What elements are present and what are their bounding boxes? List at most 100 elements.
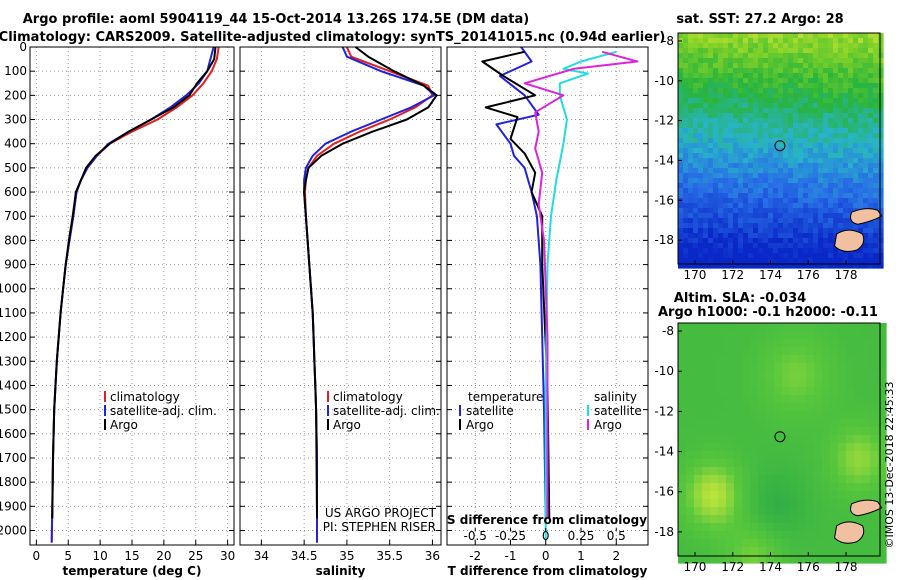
heatmap-cell [758, 228, 764, 234]
heatmap-cell [838, 208, 844, 214]
heatmap-cell [703, 203, 709, 209]
map-x-tick-label: 170 [684, 268, 707, 282]
heatmap-cell [733, 163, 739, 169]
heatmap-cell [858, 93, 864, 99]
heatmap-cell [783, 108, 789, 114]
heatmap-cell [798, 499, 807, 508]
heatmap-cell [808, 78, 814, 84]
heatmap-cell [868, 188, 874, 194]
heatmap-cell [748, 113, 754, 119]
heatmap-cell [678, 253, 684, 259]
heatmap-cell [858, 33, 864, 39]
heatmap-cell [678, 73, 684, 79]
heatmap-cell [723, 78, 729, 84]
heatmap-cell [846, 555, 855, 564]
heatmap-cell [822, 379, 831, 388]
heatmap-cell [742, 387, 751, 396]
heatmap-cell [768, 143, 774, 149]
heatmap-cell [768, 33, 774, 39]
heatmap-cell [803, 123, 809, 129]
heatmap-cell [848, 223, 854, 229]
heatmap-cell [798, 133, 804, 139]
heatmap-cell [738, 63, 744, 69]
heatmap-cell [768, 48, 774, 54]
heatmap-cell [703, 243, 709, 249]
heatmap-cell [788, 123, 794, 129]
heatmap-cell [710, 451, 719, 460]
heatmap-cell [783, 163, 789, 169]
heatmap-cell [718, 198, 724, 204]
heatmap-cell [878, 491, 887, 500]
x-tick-label: -1 [504, 549, 516, 563]
heatmap-cell [873, 173, 879, 179]
heatmap-cell [878, 258, 884, 264]
heatmap-cell [758, 539, 767, 548]
heatmap-cell [710, 459, 719, 468]
heatmap-cell [713, 253, 719, 259]
heatmap-cell [678, 515, 687, 524]
heatmap-cell [798, 238, 804, 244]
heatmap-cell [753, 158, 759, 164]
heatmap-cell [838, 435, 847, 444]
heatmap-cell [743, 123, 749, 129]
heatmap-cell [768, 228, 774, 234]
heatmap-cell [853, 113, 859, 119]
heatmap-cell [753, 63, 759, 69]
heatmap-cell [878, 451, 887, 460]
heatmap-cell [713, 163, 719, 169]
heatmap-cell [873, 188, 879, 194]
heatmap-cell [843, 118, 849, 124]
heatmap-cell [862, 435, 871, 444]
heatmap-cell [710, 523, 719, 532]
heatmap-cell [838, 148, 844, 154]
heatmap-cell [733, 233, 739, 239]
heatmap-cell [738, 33, 744, 39]
heatmap-cell [853, 168, 859, 174]
heatmap-cell [878, 427, 887, 436]
heatmap-cell [738, 198, 744, 204]
heatmap-cell [833, 188, 839, 194]
heatmap-cell [738, 213, 744, 219]
heatmap-cell [718, 507, 727, 516]
heatmap-cell [698, 83, 704, 89]
heatmap-cell [686, 339, 695, 348]
heatmap-cell [718, 387, 727, 396]
heatmap-cell [818, 173, 824, 179]
heatmap-cell [798, 63, 804, 69]
heatmap-cell [808, 243, 814, 249]
heatmap-cell [798, 198, 804, 204]
heatmap-cell [848, 138, 854, 144]
heatmap-cell [750, 403, 759, 412]
heatmap-cell [873, 43, 879, 49]
heatmap-cell [858, 253, 864, 259]
heatmap-cell [878, 203, 884, 209]
heatmap-cell [833, 203, 839, 209]
heatmap-cell [708, 208, 714, 214]
heatmap-cell [788, 113, 794, 119]
heatmap-cell [693, 158, 699, 164]
heatmap-cell [758, 253, 764, 259]
heatmap-cell [693, 63, 699, 69]
map-x-tick-label: 172 [721, 560, 744, 574]
heatmap-cell [803, 198, 809, 204]
map-x-tick-label: 172 [721, 268, 744, 282]
heatmap-cell [782, 419, 791, 428]
heatmap-cell [863, 138, 869, 144]
heatmap-cell [743, 108, 749, 114]
heatmap-cell [766, 427, 775, 436]
heatmap-cell [743, 53, 749, 59]
heatmap-cell [693, 73, 699, 79]
heatmap-cell [768, 63, 774, 69]
heatmap-cell [822, 443, 831, 452]
heatmap-cell [838, 93, 844, 99]
heatmap-cell [710, 379, 719, 388]
heatmap-cell [853, 193, 859, 199]
heatmap-cell [813, 78, 819, 84]
heatmap-cell [814, 371, 823, 380]
x-tick-label: 1 [577, 549, 585, 563]
heatmap-cell [793, 138, 799, 144]
heatmap-cell [748, 43, 754, 49]
heatmap-cell [788, 178, 794, 184]
heatmap-cell [854, 539, 863, 548]
heatmap-cell [878, 193, 884, 199]
